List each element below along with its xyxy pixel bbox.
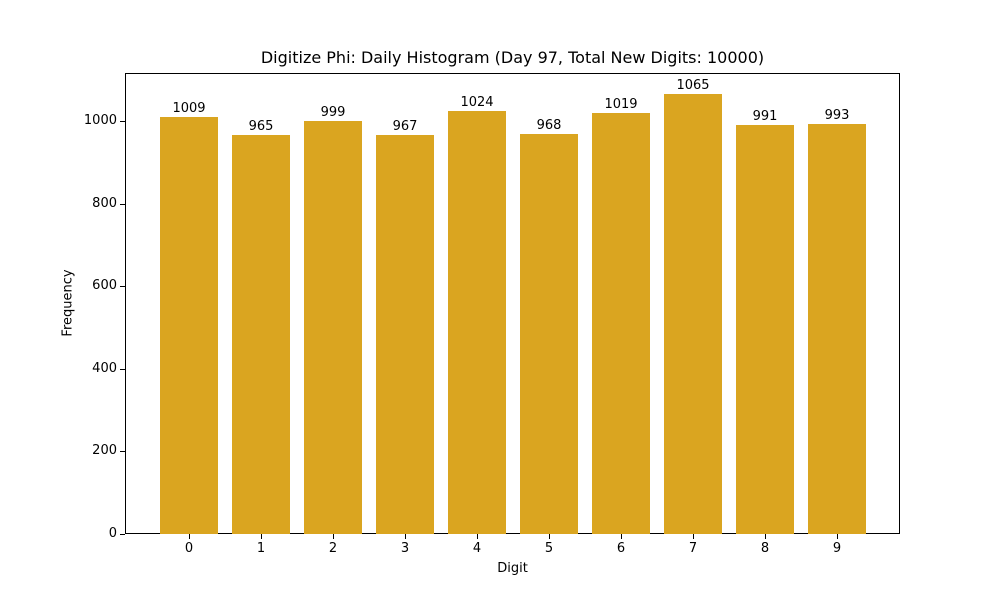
y-tick-label: 1000: [83, 113, 117, 128]
y-tick-label: 400: [92, 360, 117, 376]
y-tick: [120, 286, 125, 288]
bar-value-label: 1009: [172, 101, 206, 117]
plot-area: [125, 73, 900, 534]
y-tick: [120, 534, 125, 535]
x-tick-label: 7: [688, 541, 698, 556]
bar-value-label: 1024: [460, 95, 494, 111]
y-tick-label: 200: [92, 443, 117, 459]
bar-value-label: 999: [320, 105, 346, 121]
bar-digit-5: [520, 134, 578, 534]
x-tick-label: 1: [256, 541, 266, 556]
y-tick-label: 0: [108, 526, 117, 541]
bar-value-label: 993: [824, 107, 850, 123]
x-tick: [837, 534, 838, 539]
x-tick: [189, 534, 190, 539]
bar-value-label: 1019: [604, 97, 638, 113]
bar-value-label: 1065: [676, 78, 710, 94]
bar-value-label: 968: [536, 118, 562, 134]
chart-title: Digitize Phi: Daily Histogram (Day 97, T…: [260, 48, 765, 67]
bar-digit-7: [664, 94, 722, 534]
bar-digit-4: [448, 111, 506, 534]
x-axis-label: Digit: [497, 561, 528, 576]
y-tick-label: 800: [92, 195, 117, 211]
x-tick-label: 2: [328, 541, 338, 556]
bar-value-label: 991: [752, 108, 778, 124]
bar-digit-8: [736, 124, 794, 534]
bar-digit-9: [808, 123, 866, 534]
x-tick-label: 0: [184, 541, 194, 556]
y-tick: [120, 368, 125, 370]
y-tick: [120, 121, 125, 122]
y-tick-label: 600: [92, 278, 117, 294]
x-tick-label: 8: [760, 541, 770, 556]
y-tick: [120, 203, 125, 205]
bar-digit-2: [304, 121, 362, 534]
bar-digit-0: [160, 117, 218, 534]
x-tick: [549, 534, 550, 539]
bar-value-label: 965: [248, 119, 274, 135]
x-tick-label: 4: [472, 541, 482, 556]
x-tick: [477, 534, 478, 539]
x-tick: [333, 534, 334, 539]
bar-digit-6: [592, 113, 650, 534]
bar-digit-1: [232, 135, 290, 534]
bar-digit-3: [376, 134, 434, 534]
x-tick: [405, 534, 406, 539]
x-tick: [261, 534, 262, 539]
x-tick-label: 6: [616, 541, 626, 556]
bar-value-label: 967: [392, 118, 418, 134]
x-tick: [693, 534, 694, 539]
y-tick: [120, 451, 125, 453]
x-tick-label: 5: [544, 541, 554, 556]
x-tick: [765, 534, 766, 539]
x-tick: [621, 534, 622, 539]
x-tick-label: 9: [832, 541, 842, 556]
x-tick-label: 3: [400, 541, 410, 556]
